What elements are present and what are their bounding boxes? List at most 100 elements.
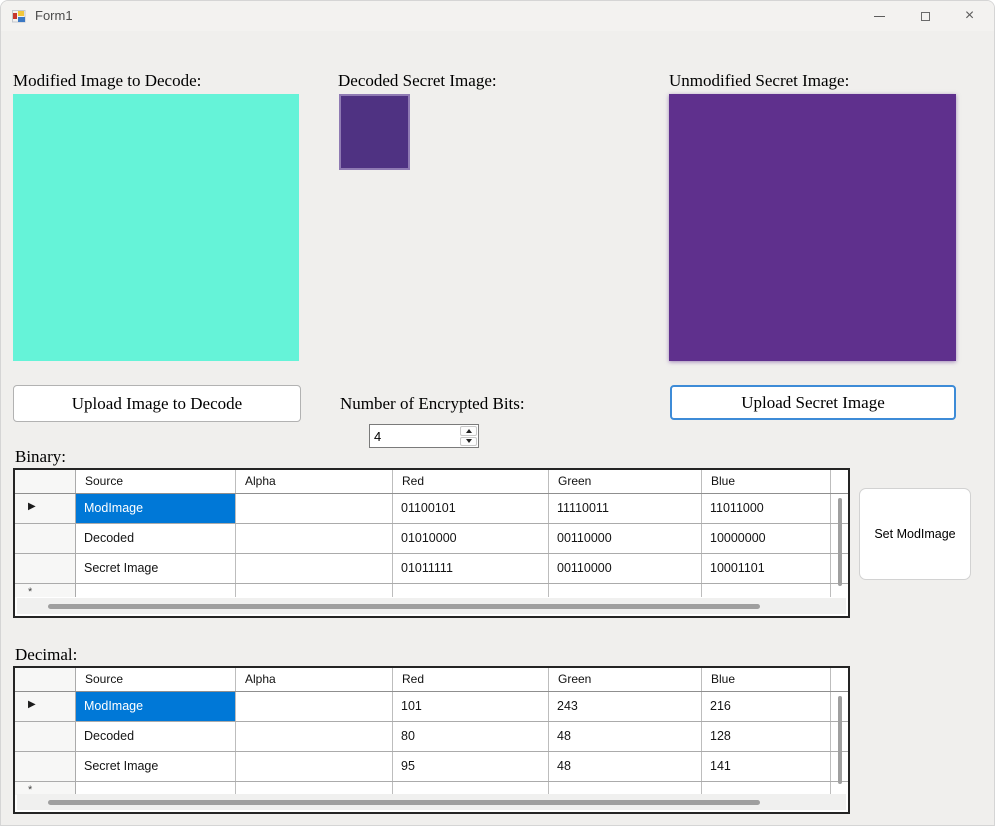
grid-cell[interactable]: 00110000 (549, 524, 702, 553)
grid-corner-header[interactable] (15, 470, 76, 493)
close-button[interactable]: × (947, 1, 992, 31)
new-row-indicator: * (28, 586, 33, 597)
grid-cell[interactable] (236, 782, 393, 795)
grid-cell[interactable] (549, 782, 702, 795)
minimize-button[interactable] (857, 1, 902, 31)
row-header[interactable] (15, 752, 76, 781)
grid-cell[interactable] (236, 524, 393, 553)
row-header[interactable]: * (15, 584, 76, 597)
horizontal-scrollbar-track[interactable] (17, 598, 846, 614)
row-header[interactable]: * (15, 782, 76, 795)
grid-cell[interactable]: Secret Image (76, 752, 236, 781)
row-header[interactable] (15, 722, 76, 751)
grid-cell[interactable] (76, 584, 236, 597)
secret-image-box (669, 94, 956, 361)
grid-corner-header[interactable] (15, 668, 76, 691)
grid-cell[interactable]: 80 (393, 722, 549, 751)
grid-cell[interactable]: 11110011 (549, 494, 702, 523)
grid-cell[interactable]: 11011000 (702, 494, 831, 523)
grid-cell[interactable]: 243 (549, 692, 702, 721)
horizontal-scrollbar[interactable] (48, 800, 760, 805)
header-filler (831, 668, 848, 691)
table-row: ▶ ModImage 01100101 11110011 11011000 (15, 494, 848, 524)
grid-cell[interactable] (236, 722, 393, 751)
grid-cell[interactable] (236, 584, 393, 597)
minimize-icon (874, 15, 885, 17)
modified-image-box (13, 94, 299, 361)
current-row-arrow-icon: ▶ (28, 699, 36, 710)
table-row: Decoded 01010000 00110000 10000000 (15, 524, 848, 554)
app-icon (12, 10, 26, 23)
upload-secret-image-button[interactable]: Upload Secret Image (670, 385, 956, 420)
grid-cell[interactable]: 00110000 (549, 554, 702, 583)
table-row: Secret Image 95 48 141 (15, 752, 848, 782)
grid-cell[interactable]: 128 (702, 722, 831, 751)
grid-cell[interactable]: 10000000 (702, 524, 831, 553)
encrypted-bits-input[interactable] (374, 426, 452, 446)
column-header-alpha[interactable]: Alpha (236, 470, 393, 493)
column-header-source[interactable]: Source (76, 668, 236, 691)
grid-cell[interactable]: 101 (393, 692, 549, 721)
column-header-green[interactable]: Green (549, 470, 702, 493)
grid-cell[interactable] (702, 782, 831, 795)
horizontal-scrollbar[interactable] (48, 604, 760, 609)
grid-cell[interactable] (236, 554, 393, 583)
table-row: ▶ ModImage 101 243 216 (15, 692, 848, 722)
grid-cell[interactable]: 48 (549, 752, 702, 781)
grid-cell[interactable]: Decoded (76, 722, 236, 751)
grid-cell[interactable] (393, 782, 549, 795)
column-header-blue[interactable]: Blue (702, 470, 831, 493)
grid-cell[interactable] (549, 584, 702, 597)
upload-image-to-decode-button[interactable]: Upload Image to Decode (13, 385, 301, 422)
row-header[interactable] (15, 554, 76, 583)
maximize-button[interactable] (903, 1, 948, 31)
new-row: * (15, 782, 848, 795)
spin-down-button[interactable] (460, 436, 477, 446)
grid-cell[interactable]: 01100101 (393, 494, 549, 523)
vertical-scrollbar[interactable] (838, 696, 842, 784)
grid-cell[interactable]: 01011111 (393, 554, 549, 583)
column-header-source[interactable]: Source (76, 470, 236, 493)
column-header-red[interactable]: Red (393, 668, 549, 691)
spin-down-icon (465, 439, 472, 444)
grid-cell[interactable] (76, 782, 236, 795)
binary-label: Binary: (15, 447, 66, 466)
decoded-image-label: Decoded Secret Image: (338, 71, 497, 90)
column-header-blue[interactable]: Blue (702, 668, 831, 691)
grid-cell[interactable] (236, 752, 393, 781)
decoded-image-box (339, 94, 410, 170)
grid-cell[interactable]: 141 (702, 752, 831, 781)
column-header-red[interactable]: Red (393, 470, 549, 493)
grid-cell[interactable]: 95 (393, 752, 549, 781)
column-header-green[interactable]: Green (549, 668, 702, 691)
grid-cell[interactable]: ModImage (76, 692, 236, 721)
new-row: * (15, 584, 848, 597)
grid-cell[interactable]: 48 (549, 722, 702, 751)
table-row: Decoded 80 48 128 (15, 722, 848, 752)
horizontal-scrollbar-track[interactable] (17, 794, 846, 810)
set-modimage-button[interactable]: Set ModImage (859, 488, 971, 580)
row-header[interactable]: ▶ (15, 692, 76, 721)
grid-cell[interactable] (236, 692, 393, 721)
row-header[interactable]: ▶ (15, 494, 76, 523)
grid-cell[interactable]: ModImage (76, 494, 236, 523)
grid-cell[interactable]: 216 (702, 692, 831, 721)
decimal-label: Decimal: (15, 645, 78, 664)
titlebar: Form1 × (1, 1, 994, 31)
grid-cell[interactable]: 01010000 (393, 524, 549, 553)
decimal-grid: Source Alpha Red Green Blue ▶ ModImage 101 243 21… (13, 666, 850, 814)
grid-cell[interactable] (393, 584, 549, 597)
grid-cell[interactable] (702, 584, 831, 597)
window-title: Form1 (35, 8, 73, 23)
modified-image-label: Modified Image to Decode: (13, 71, 202, 90)
column-header-alpha[interactable]: Alpha (236, 668, 393, 691)
spin-up-button[interactable] (460, 426, 477, 436)
grid-cell[interactable]: Secret Image (76, 554, 236, 583)
spin-up-icon (465, 428, 472, 433)
current-row-arrow-icon: ▶ (28, 501, 36, 512)
row-header[interactable] (15, 524, 76, 553)
grid-cell[interactable]: Decoded (76, 524, 236, 553)
vertical-scrollbar[interactable] (838, 498, 842, 586)
grid-cell[interactable]: 10001101 (702, 554, 831, 583)
grid-cell[interactable] (236, 494, 393, 523)
